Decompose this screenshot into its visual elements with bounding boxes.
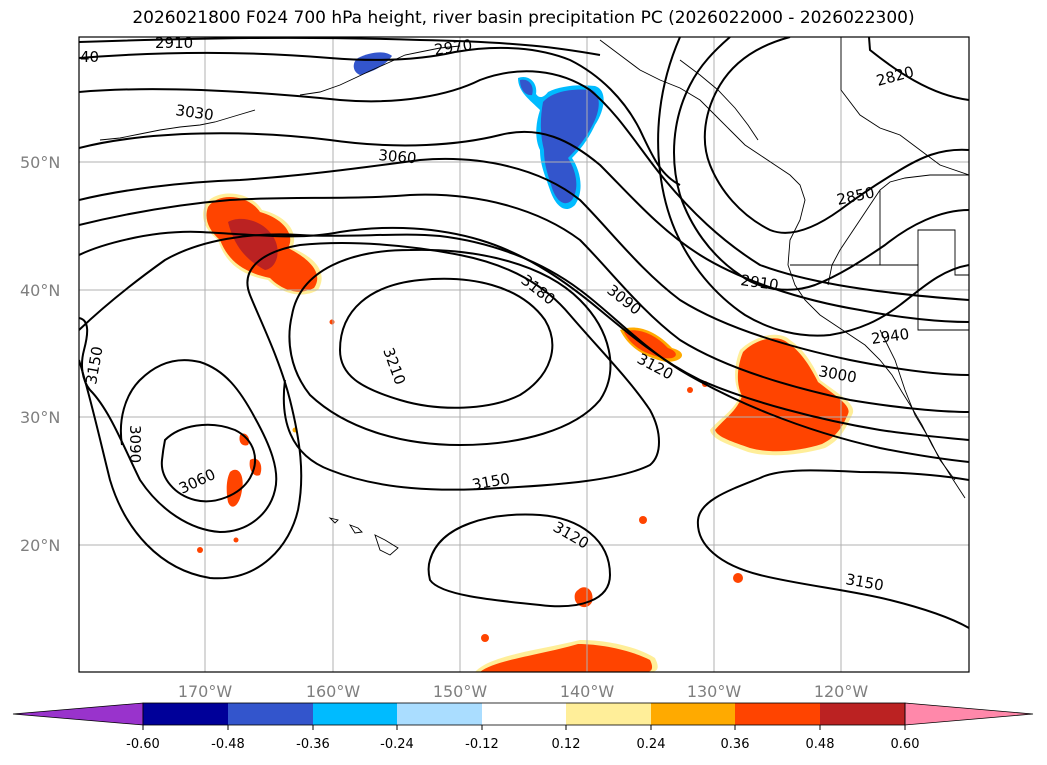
colorbar-segment [397,703,482,725]
contour-label: 2970 [433,36,473,59]
lat-label: 50°N [20,153,60,172]
lon-label: 160°W [306,682,361,701]
colorbar-tick-label: 0.24 [637,737,666,752]
lat-label: 30°N [20,408,60,427]
colorbar-segment [228,703,313,725]
lat-label: 20°N [20,536,60,555]
colorbar-segment [735,703,820,725]
colorbar-tick-label: -0.48 [211,737,245,752]
contour-label: 3090 [126,425,144,463]
colorbar-segment [566,703,651,725]
colorbar-segment [820,703,905,725]
lon-label: 150°W [433,682,488,701]
lon-label: 130°W [687,682,742,701]
coastlines [99,37,969,556]
colorbar-tick-label: -0.36 [296,737,330,752]
colorbar-tick-label: 0.60 [891,737,920,752]
colorbar-segment [313,703,397,725]
colorbar-tick-label: 0.12 [552,737,581,752]
latitude-labels: 50°N 40°N 30°N 20°N [20,153,60,555]
contour-label: 2910 [155,34,193,52]
longitude-labels: 170°W 160°W 150°W 140°W 130°W 120°W [178,682,869,701]
lon-label: 140°W [560,682,615,701]
colorbar-segment [482,703,566,725]
colorbar-over-triangle [904,702,1034,726]
height-contours [79,37,969,629]
colorbar-tick-label: -0.12 [465,737,499,752]
colorbar-tick-label: -0.60 [126,737,160,752]
colorbar-tick-label: 0.36 [721,737,750,752]
gridlines [79,37,969,672]
contour-label: 3060 [378,146,418,167]
colorbar-tick-label: -0.24 [380,737,414,752]
colorbar-segment [143,703,228,725]
contour-label: 2940 [870,325,910,348]
colorbar: -0.60 -0.48 -0.36 -0.24 -0.12 0.12 0.24 … [12,702,1034,752]
colorbar-segment [651,703,735,725]
precip-negative-areas [353,52,604,210]
lat-label: 40°N [20,281,60,300]
plot-area [79,37,969,672]
contour-label: 40 [80,48,99,66]
lon-label: 170°W [178,682,233,701]
contour-label: 2910 [739,271,779,294]
colorbar-under-triangle [12,702,144,726]
colorbar-tick-label: 0.48 [806,737,835,752]
precip-positive-areas [197,193,854,672]
contour-label: 3030 [174,101,214,124]
lon-label: 120°W [814,682,869,701]
plot-frame [78,36,970,673]
map-title: 2026021800 F024 700 hPa height, river ba… [132,8,915,28]
